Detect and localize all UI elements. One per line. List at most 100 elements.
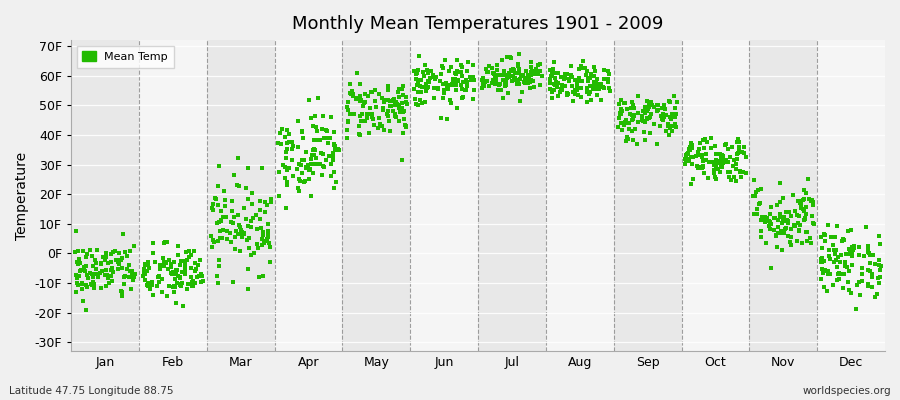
Point: [407, 68, 421, 74]
Point: [328, 145, 342, 152]
Point: [123, 286, 138, 292]
Point: [579, 72, 593, 78]
Point: [356, 100, 371, 106]
Point: [78, 307, 93, 314]
Point: [503, 55, 517, 62]
Point: [544, 88, 559, 95]
Point: [582, 74, 597, 81]
Point: [500, 90, 515, 96]
Point: [279, 204, 293, 211]
Point: [397, 116, 411, 122]
Point: [187, 268, 202, 274]
Point: [670, 124, 684, 130]
Point: [251, 244, 266, 251]
Point: [868, 260, 882, 267]
Point: [624, 105, 638, 111]
Point: [774, 228, 788, 234]
Point: [868, 294, 883, 300]
Point: [630, 110, 644, 116]
Point: [665, 111, 680, 118]
Point: [383, 102, 398, 109]
Point: [302, 96, 316, 103]
Point: [250, 241, 265, 248]
Point: [862, 267, 877, 274]
Point: [626, 113, 641, 119]
Point: [292, 118, 306, 125]
Point: [827, 247, 842, 253]
Point: [212, 163, 227, 169]
Point: [166, 283, 180, 290]
Point: [554, 82, 569, 88]
Point: [194, 271, 208, 278]
Point: [189, 274, 203, 280]
Point: [822, 253, 836, 259]
Point: [450, 56, 464, 63]
Point: [409, 70, 423, 77]
Point: [792, 226, 806, 233]
Point: [71, 248, 86, 254]
Point: [654, 105, 669, 111]
Point: [794, 201, 808, 207]
Point: [455, 64, 470, 70]
Point: [228, 234, 242, 240]
Point: [158, 238, 173, 245]
Point: [304, 161, 319, 167]
Point: [702, 159, 716, 165]
Point: [665, 128, 680, 134]
Point: [328, 143, 342, 150]
Point: [223, 230, 238, 237]
Point: [349, 96, 364, 102]
Point: [257, 209, 272, 216]
Point: [670, 98, 684, 105]
Point: [284, 157, 299, 163]
Point: [253, 215, 267, 222]
Point: [111, 266, 125, 272]
Point: [642, 115, 656, 122]
Point: [549, 79, 563, 86]
Point: [387, 112, 401, 119]
Point: [178, 263, 193, 269]
Point: [423, 75, 437, 81]
Point: [73, 268, 87, 274]
Point: [189, 266, 203, 272]
Point: [156, 255, 170, 261]
Point: [753, 200, 768, 206]
Point: [698, 151, 713, 158]
Point: [834, 238, 849, 244]
Point: [854, 278, 868, 284]
Point: [421, 79, 436, 85]
Point: [508, 76, 522, 82]
Point: [450, 68, 464, 75]
Point: [171, 273, 185, 279]
Point: [814, 245, 829, 252]
Point: [706, 167, 721, 174]
Point: [733, 147, 747, 154]
Point: [511, 66, 526, 72]
Point: [165, 270, 179, 277]
Point: [114, 265, 129, 271]
Point: [855, 271, 869, 278]
Point: [392, 108, 407, 115]
Point: [167, 289, 182, 295]
Point: [316, 162, 330, 169]
Point: [804, 198, 818, 204]
Point: [382, 118, 396, 124]
Point: [170, 252, 184, 258]
Point: [428, 76, 442, 83]
Point: [546, 66, 561, 72]
Point: [523, 79, 537, 85]
Point: [650, 102, 664, 108]
Point: [618, 117, 633, 123]
Point: [376, 107, 391, 113]
Point: [698, 170, 712, 176]
Point: [580, 85, 594, 91]
Point: [560, 71, 574, 77]
Point: [845, 251, 859, 257]
Point: [238, 216, 253, 222]
Point: [234, 226, 248, 233]
Point: [141, 280, 156, 286]
Point: [597, 66, 611, 73]
Bar: [274, 40, 342, 351]
Point: [665, 123, 680, 129]
Point: [273, 130, 287, 136]
